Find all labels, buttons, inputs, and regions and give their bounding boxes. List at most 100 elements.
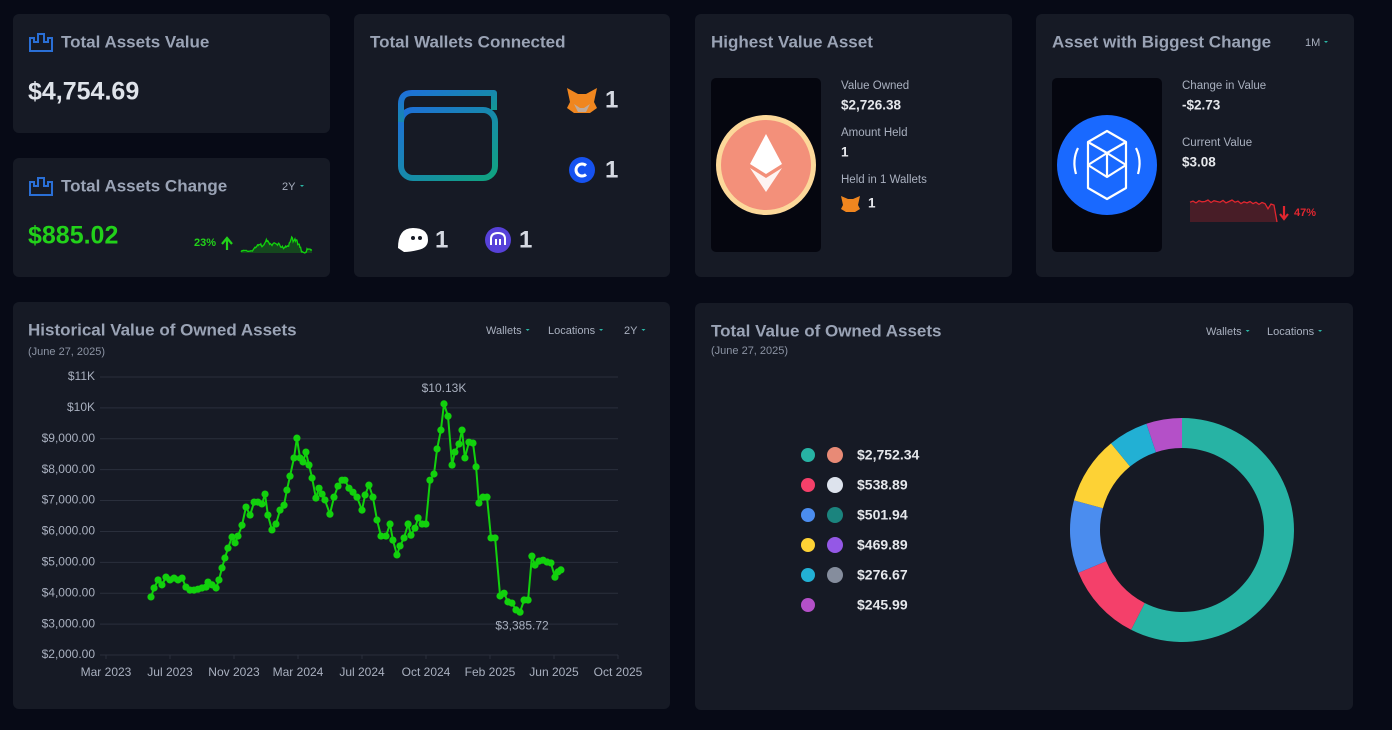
chevron [1245,330,1250,332]
card-title: Asset with Biggest Change [1052,32,1271,51]
point [440,400,448,408]
point [276,506,284,514]
period-filter[interactable]: 2Y [282,181,296,193]
point [475,499,483,507]
x-tick-label: Oct 2024 [402,665,451,679]
x-tick-label: Feb 2025 [465,665,516,679]
legend-label: $469.89 [857,537,908,553]
coinbase-icon [569,157,595,183]
point [215,576,223,584]
up-arrow [221,236,233,250]
metamask-icon [567,88,597,113]
max-annotation: $10.13K [422,381,467,395]
x-tick-label: Jul 2024 [339,665,385,679]
chart-title: Total Value of Owned Assets [711,321,942,340]
point [349,488,357,496]
icon [29,177,53,196]
point [154,576,162,584]
card [695,303,1353,710]
legend-swatch [801,568,815,582]
legend-swatch [801,478,815,492]
point [321,496,329,504]
label: Held in 1 Wallets [841,174,927,186]
point [238,521,246,529]
card-title: Total Assets Value [61,32,209,51]
point [472,463,480,471]
point [469,439,477,447]
eth-coin [716,115,816,215]
metamask-icon [841,196,860,212]
chart-subtitle: (June 27, 2025) [28,346,105,358]
point [261,490,269,498]
y-tick-label: $2,000.00 [42,647,96,661]
x-tick-label: Jun 2025 [529,665,579,679]
chevron [525,329,530,331]
token-icon [827,567,843,583]
sparkline [1189,199,1278,223]
point [404,520,412,528]
sparkline-area [1190,200,1277,222]
y-tick-label: $9,000.00 [42,431,96,445]
point [326,510,334,518]
point [305,461,313,469]
x-tick-label: Jul 2023 [147,665,193,679]
point [224,544,232,552]
filter[interactable]: Wallets [1206,326,1242,338]
point [299,458,307,466]
point [365,481,373,489]
y-tick-label: $4,000.00 [42,585,96,599]
value: $2,726.38 [841,98,902,113]
point [283,486,291,494]
token-icon [827,507,843,523]
phantom-icon [398,228,428,252]
x-tick-label: Mar 2024 [273,665,324,679]
legend-swatch [801,508,815,522]
point [433,445,441,453]
x-tick-label: Oct 2025 [594,665,643,679]
point [516,608,524,616]
point [547,559,555,567]
point [258,500,266,508]
token-icon [827,477,843,493]
point [234,532,242,540]
value: 1 [868,196,876,211]
y-tick-label: $7,000.00 [42,493,96,507]
point [386,520,394,528]
filter[interactable]: Locations [548,325,596,337]
point [221,554,229,562]
point [334,482,342,490]
y-tick-label: $8,000.00 [42,462,96,476]
card [13,302,670,709]
label: Current Value [1182,137,1252,149]
chevron [641,329,646,331]
sparkline-area [241,237,312,253]
change-value: $885.02 [28,222,118,250]
filter[interactable]: Locations [1267,326,1315,338]
filter[interactable]: Wallets [486,325,522,337]
point [341,476,349,484]
chart-title: Historical Value of Owned Assets [28,320,297,339]
card-title: Total Wallets Connected [370,32,566,51]
point [268,526,276,534]
point [461,454,469,462]
period-filter[interactable]: 1M [1305,37,1320,49]
point [396,542,404,550]
label: Amount Held [841,127,907,139]
down-arrow [1279,206,1289,221]
point [315,484,323,492]
legend-label: $2,752.34 [857,447,919,463]
fantom-coin [1057,115,1157,215]
wallet-count: 1 [435,226,448,253]
point [528,552,536,560]
point [373,516,381,524]
point [407,531,415,539]
card [13,14,330,133]
icon [29,33,53,52]
point [158,581,166,589]
chevron [599,329,604,331]
legend-swatch [801,448,815,462]
y-tick-label: $10K [67,400,95,414]
token-icon [827,447,843,463]
filter[interactable]: 2Y [624,325,638,337]
legend-label: $538.89 [857,477,908,493]
